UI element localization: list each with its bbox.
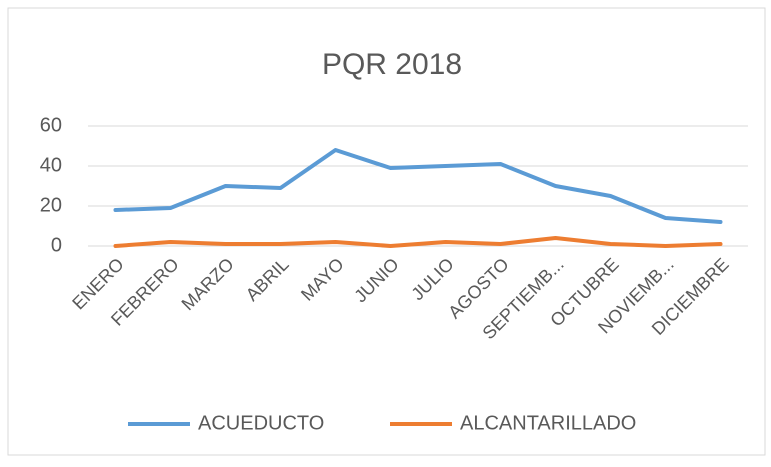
y-tick-label: 20 bbox=[40, 194, 62, 216]
chart-title: PQR 2018 bbox=[322, 48, 462, 81]
y-tick-label: 40 bbox=[40, 154, 62, 176]
data-line bbox=[113, 236, 723, 248]
data-line bbox=[113, 148, 723, 224]
chart-border bbox=[7, 7, 766, 456]
legend-label: ACUEDUCTO bbox=[198, 412, 324, 434]
y-tick-label: 0 bbox=[51, 234, 62, 256]
legend-label: ALCANTARILLADO bbox=[460, 412, 636, 434]
y-tick-label: 60 bbox=[40, 114, 62, 136]
